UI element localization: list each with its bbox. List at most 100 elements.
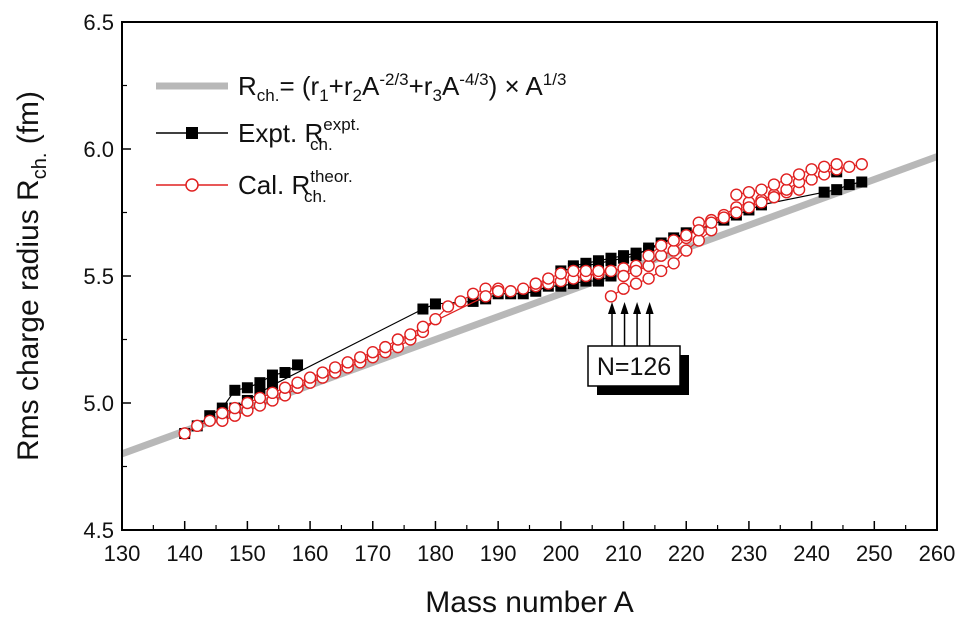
cal-point [178, 427, 191, 440]
cal-point [266, 386, 279, 400]
cal-point [629, 264, 643, 278]
cal-point [291, 376, 304, 389]
cal-point [667, 234, 680, 247]
cal-point [466, 287, 480, 300]
cal-point [767, 178, 781, 191]
x-ticks: 130 140 150 160 170 180 190 200 210 220 230 240 250 2… [104, 521, 956, 566]
y-tick-label: 4.5 [83, 518, 114, 543]
cal-point [805, 173, 818, 186]
cal-point [705, 216, 718, 229]
expt-point [229, 384, 241, 396]
cal-point [642, 249, 655, 262]
cal-point [617, 282, 630, 295]
cal-point [579, 264, 593, 278]
y-axis-title: Rms charge radius Rch. (fm) [12, 91, 51, 461]
cal-point [792, 168, 806, 181]
cal-point [517, 282, 530, 295]
cal-point [654, 249, 668, 262]
annotation-n126: N=126 [587, 302, 689, 395]
y-tick-label: 6.0 [83, 137, 114, 162]
expt-point [279, 367, 291, 379]
cal-point [780, 173, 793, 186]
x-axis-title: Mass number A [425, 586, 633, 619]
cal-point [667, 244, 680, 257]
x-tick-label: 140 [166, 541, 203, 566]
cal-point [855, 158, 868, 171]
cal-point [542, 272, 555, 285]
cal-point [404, 328, 417, 341]
cal-line-1 [222, 270, 612, 414]
legend: Rch.= (r1+r2A-2/3+r3A-4/3) × A1/3 Expt. … [156, 70, 566, 206]
cal-point [316, 366, 329, 379]
cal-point [755, 196, 768, 209]
cal-point [529, 277, 542, 290]
cal-point [567, 264, 580, 278]
x-tick-label: 260 [919, 541, 956, 566]
annotation-arrow-head [633, 302, 642, 314]
cal-point [667, 257, 680, 270]
y-axis-title-main: Rms charge radius R [12, 179, 45, 461]
cal-point [391, 333, 405, 346]
cal-point [216, 406, 229, 420]
y-axis-title-unit: (fm) [12, 91, 45, 144]
x-tick-label: 210 [605, 541, 642, 566]
x-tick-label: 160 [292, 541, 329, 566]
legend-cal-label: Cal. Rtheor. ch. [238, 167, 353, 206]
y-tick-label: 6.5 [83, 10, 114, 35]
cal-point [366, 346, 379, 359]
cal-point [742, 185, 756, 199]
cal-point [642, 272, 655, 285]
cal-point [654, 264, 668, 278]
y-tick-label: 5.5 [83, 264, 114, 289]
cal-point [416, 320, 430, 333]
cal-point [303, 371, 317, 384]
annotation-arrow-head [620, 302, 629, 314]
x-tick-label: 190 [480, 541, 517, 566]
annotation-box [587, 345, 681, 387]
expt-point [843, 179, 855, 191]
cal-series-layer [178, 158, 868, 440]
cal-point [278, 381, 292, 394]
cal-point [241, 396, 254, 410]
x-tick-label: 200 [542, 541, 579, 566]
expt-point [831, 184, 843, 196]
expt-point [618, 252, 630, 264]
expt-point [605, 255, 617, 267]
cal-point [191, 419, 204, 433]
expt-point [292, 359, 304, 371]
annotation-arrow-head [608, 302, 616, 314]
cal-point [642, 259, 655, 273]
legend-expt-swatch-marker [186, 127, 198, 139]
cal-point [730, 206, 743, 219]
y-axis-title-sub: ch. [29, 153, 51, 180]
cal-point [717, 211, 731, 224]
x-tick-label: 130 [104, 541, 141, 566]
x-tick-label: 230 [731, 541, 768, 566]
cal-point [441, 300, 455, 313]
cal-point [604, 264, 618, 278]
cal-point [253, 391, 267, 405]
cal-point [805, 163, 818, 176]
cal-point [755, 183, 768, 196]
cal-point [817, 160, 831, 173]
expt-point [429, 298, 441, 310]
expt-point [592, 275, 604, 287]
cal-point [592, 264, 605, 278]
expt-point [630, 250, 642, 262]
x-tick-label: 240 [793, 541, 830, 566]
expt-point [254, 377, 266, 389]
x-tick-label: 250 [856, 541, 893, 566]
cal-point [629, 277, 643, 290]
cal-line-5 [648, 163, 862, 257]
cal-point [479, 290, 492, 303]
cal-point [730, 188, 743, 201]
legend-fit-label: Rch.= (r1+r2A-2/3+r3A-4/3) × A1/3 [238, 70, 566, 105]
cal-point [354, 351, 367, 364]
cal-point [680, 244, 693, 257]
expt-point [417, 303, 429, 315]
x-tick-label: 170 [354, 541, 391, 566]
cal-point [617, 269, 630, 283]
cal-point [203, 414, 216, 427]
cal-point [654, 239, 668, 252]
